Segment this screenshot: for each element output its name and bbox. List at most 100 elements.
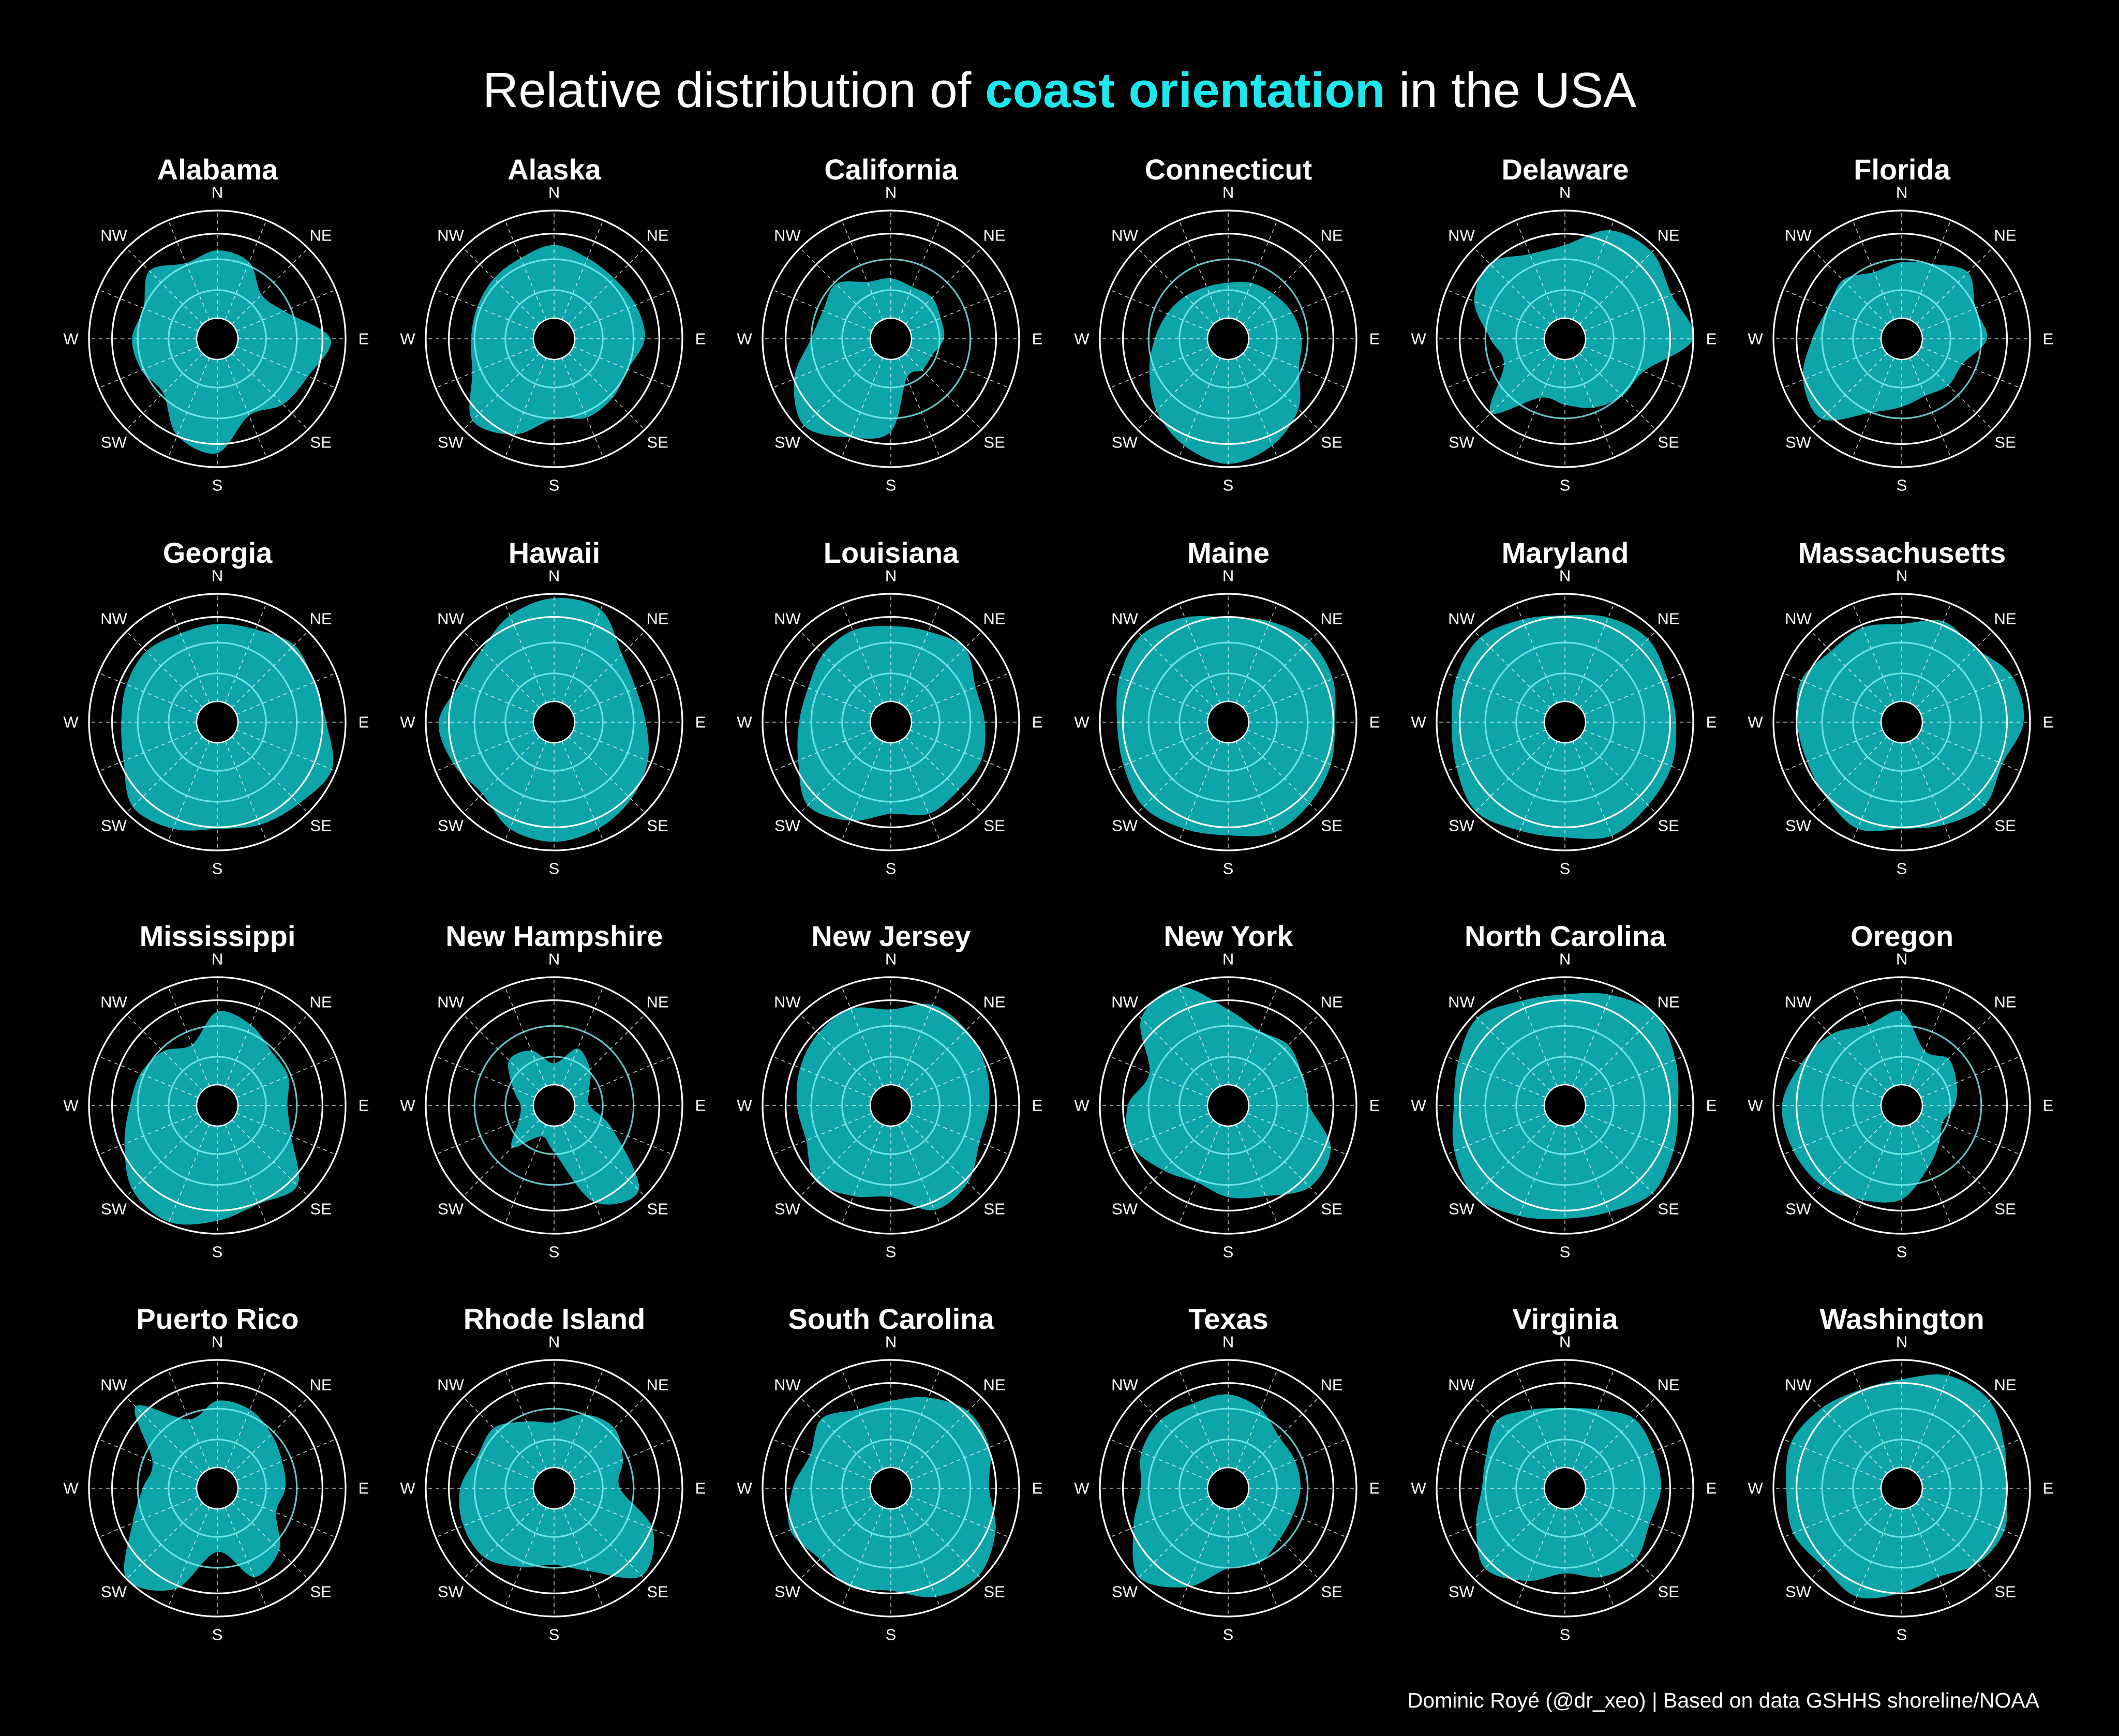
- spoke-line: [231, 1397, 308, 1474]
- spoke-line: [568, 1119, 645, 1196]
- spoke-line: [1235, 603, 1278, 704]
- panel-title: Mississippi: [139, 920, 296, 952]
- grid-ring: [1099, 593, 1357, 851]
- polar-chart-puerto-rico: N NE E SE S SW W NW: [63, 1333, 369, 1644]
- spoke-line: [568, 1502, 645, 1579]
- direction-label: NE: [1994, 993, 2017, 1011]
- grid-ring: [1796, 233, 2008, 445]
- spoke-line: [905, 1119, 982, 1196]
- direction-label: N: [1896, 184, 1907, 202]
- spoke-line: [1515, 1369, 1558, 1470]
- direction-label: NE: [1658, 993, 1680, 1011]
- direction-label: E: [1032, 1097, 1043, 1115]
- direction-label: NE: [1658, 226, 1680, 244]
- center-hole: [1206, 700, 1250, 744]
- grid-ring: [1772, 976, 2031, 1235]
- grid-ring: [425, 593, 683, 851]
- direction-label: SW: [1785, 817, 1812, 835]
- direction-label: SW: [774, 433, 801, 452]
- direction-label: N: [548, 1333, 560, 1351]
- direction-label: S: [1560, 1243, 1571, 1261]
- direction-label: N: [885, 184, 897, 202]
- grid-ring: [841, 1439, 941, 1538]
- spoke-line: [504, 1369, 547, 1470]
- direction-label: E: [359, 713, 369, 731]
- spoke-line: [905, 248, 982, 325]
- direction-label: E: [695, 1479, 706, 1498]
- grid-ring: [1772, 593, 2031, 851]
- spoke-line: [909, 346, 1010, 388]
- spoke-line: [463, 1502, 540, 1579]
- grid-ring: [1122, 616, 1334, 828]
- spoke-line: [800, 1119, 877, 1196]
- spoke-line: [1920, 672, 2021, 715]
- spoke-line: [1783, 672, 1883, 715]
- spoke-line: [1474, 1502, 1551, 1579]
- spoke-line: [1783, 1495, 1883, 1538]
- direction-label: N: [885, 567, 897, 585]
- spoke-line: [1579, 1502, 1656, 1579]
- spoke-line: [1579, 1397, 1656, 1474]
- grid-ring: [1459, 616, 1671, 828]
- direction-label: E: [1706, 713, 1717, 731]
- spoke-line: [573, 1113, 673, 1155]
- spoke-line: [231, 631, 308, 708]
- spoke-line: [126, 1502, 203, 1579]
- center-hole: [869, 700, 913, 744]
- grid-ring: [1852, 1056, 1951, 1155]
- direction-label: SW: [101, 817, 127, 835]
- grid-ring: [1484, 641, 1646, 803]
- direction-label: SW: [1785, 1583, 1812, 1601]
- grid-ring: [1852, 289, 1951, 388]
- spoke-line: [1137, 1397, 1214, 1474]
- direction-label: S: [549, 1243, 560, 1261]
- direction-label: NW: [1785, 226, 1812, 244]
- grid-ring: [473, 641, 635, 803]
- direction-label: E: [1706, 330, 1717, 348]
- center-hole: [869, 1084, 913, 1127]
- spoke-line: [772, 729, 872, 772]
- center-hole: [196, 1466, 239, 1510]
- spoke-line: [772, 1495, 872, 1538]
- spoke-line: [1109, 672, 1210, 715]
- spoke-line: [1909, 1369, 1951, 1470]
- direction-label: SE: [983, 433, 1005, 452]
- grid-ring: [137, 1408, 298, 1569]
- spoke-line: [1909, 603, 1951, 704]
- direction-label: S: [1223, 1243, 1234, 1261]
- direction-label: E: [1369, 1479, 1380, 1498]
- spoke-line: [561, 220, 604, 320]
- source-caption: Dominic Royé (@dr_xeo) | Based on data G…: [1407, 1688, 2039, 1712]
- direction-label: SE: [647, 817, 668, 835]
- grid-ring: [1484, 258, 1646, 420]
- grid-ring: [425, 1359, 683, 1618]
- grid-ring: [762, 209, 1020, 468]
- grid-ring: [841, 289, 941, 388]
- spoke-line: [800, 736, 877, 813]
- direction-label: SE: [983, 817, 1005, 835]
- direction-label: SE: [1994, 1583, 2016, 1601]
- grid-ring: [1436, 593, 1694, 851]
- direction-label: SE: [1321, 1200, 1342, 1218]
- spoke-line: [573, 1495, 673, 1538]
- spoke-line: [225, 741, 267, 841]
- direction-label: N: [212, 184, 223, 202]
- grid-ring: [1099, 1359, 1357, 1618]
- direction-label: NW: [1785, 1375, 1812, 1394]
- direction-label: SW: [1449, 817, 1475, 835]
- spoke-line: [225, 1369, 267, 1470]
- direction-label: W: [1411, 1479, 1426, 1498]
- spoke-line: [236, 1056, 336, 1098]
- grid-ring: [1821, 1025, 1982, 1186]
- direction-label: NW: [100, 226, 127, 244]
- spoke-line: [1572, 357, 1615, 458]
- direction-label: S: [1223, 476, 1234, 495]
- spoke-line: [1137, 1119, 1214, 1196]
- spoke-line: [1579, 1119, 1656, 1196]
- spoke-line: [1109, 346, 1210, 388]
- direction-label: W: [1748, 330, 1763, 348]
- spoke-line: [1247, 1056, 1347, 1098]
- grid-ring: [1852, 672, 1951, 772]
- grid-ring: [1821, 258, 1982, 420]
- spoke-line: [1572, 603, 1615, 704]
